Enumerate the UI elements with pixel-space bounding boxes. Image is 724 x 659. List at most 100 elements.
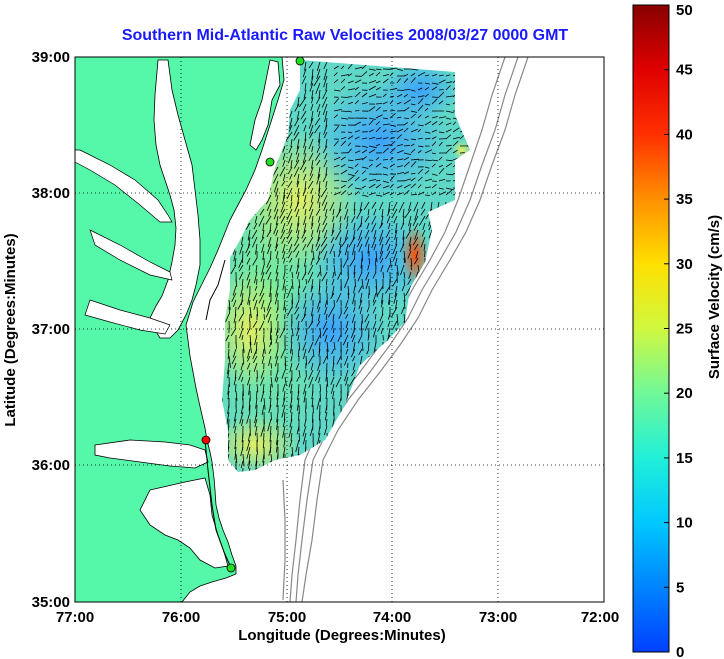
velocity-vector bbox=[311, 243, 314, 253]
velocity-vector bbox=[234, 257, 237, 267]
velocity-vector bbox=[275, 187, 279, 197]
velocity-vector bbox=[403, 93, 408, 98]
velocity-vector bbox=[295, 362, 300, 371]
velocity-vector bbox=[315, 208, 321, 216]
velocity-vector bbox=[375, 121, 380, 126]
colorbar-label: Surface Velocity (cm/s) bbox=[706, 215, 723, 379]
velocity-vector bbox=[315, 82, 321, 95]
velocity-vector bbox=[296, 327, 300, 337]
velocity-vector bbox=[282, 418, 286, 428]
velocity-vector bbox=[438, 91, 445, 98]
velocity-vector bbox=[270, 453, 273, 464]
velocity-vector bbox=[275, 439, 279, 453]
velocity-vector bbox=[323, 201, 328, 211]
velocity-vector bbox=[265, 306, 272, 318]
velocity-vector bbox=[431, 82, 439, 85]
velocity-vector bbox=[337, 271, 342, 280]
velocity-vector bbox=[297, 96, 300, 107]
velocity-vector bbox=[311, 159, 314, 169]
velocity-vector bbox=[424, 93, 429, 98]
velocity-vector bbox=[333, 156, 341, 161]
velocity-vector bbox=[315, 152, 321, 161]
velocity-vector bbox=[279, 208, 286, 219]
velocity-vector bbox=[290, 194, 293, 202]
velocity-vector bbox=[262, 229, 265, 239]
velocity-vector bbox=[387, 208, 391, 217]
velocity-vector bbox=[252, 236, 258, 248]
velocity-vector bbox=[309, 425, 314, 437]
velocity-vector bbox=[445, 147, 452, 154]
velocity-vector bbox=[338, 313, 342, 319]
velocity-vector bbox=[310, 194, 314, 203]
velocity-vector bbox=[276, 418, 279, 430]
velocity-vector bbox=[352, 292, 356, 305]
velocity-vector bbox=[289, 418, 293, 428]
velocity-vector bbox=[247, 292, 251, 305]
velocity-vector bbox=[296, 376, 300, 382]
velocity-vector bbox=[403, 161, 410, 168]
velocity-vector bbox=[312, 439, 314, 448]
velocity-vector bbox=[324, 299, 328, 308]
velocity-vector bbox=[288, 425, 293, 438]
velocity-vector bbox=[318, 180, 321, 192]
velocity-vector bbox=[294, 236, 300, 247]
velocity-vector bbox=[344, 243, 349, 256]
velocity-vector bbox=[382, 101, 388, 105]
velocity-vector bbox=[408, 236, 412, 247]
velocity-vector bbox=[332, 208, 335, 216]
velocity-vector bbox=[303, 89, 307, 99]
velocity-vector bbox=[312, 411, 314, 423]
velocity-vector bbox=[267, 313, 272, 323]
velocity-vector bbox=[267, 271, 272, 280]
velocity-vector bbox=[303, 383, 307, 395]
velocity-vector bbox=[268, 355, 272, 366]
velocity-vector bbox=[290, 411, 293, 422]
velocity-vector bbox=[410, 183, 417, 189]
colorbar-tick-label: 25 bbox=[676, 321, 693, 338]
velocity-vector bbox=[333, 355, 335, 365]
velocity-vector bbox=[270, 250, 272, 259]
velocity-vector bbox=[360, 257, 363, 269]
velocity-vector bbox=[233, 376, 237, 386]
velocity-vector bbox=[371, 222, 377, 233]
velocity-vector bbox=[375, 103, 383, 105]
velocity-vector bbox=[353, 222, 356, 230]
velocity-vector bbox=[375, 137, 382, 140]
velocity-vector bbox=[266, 201, 272, 212]
velocity-vector bbox=[365, 278, 370, 289]
velocity-vector bbox=[231, 292, 237, 302]
velocity-vector bbox=[336, 355, 342, 365]
velocity-vector bbox=[273, 173, 279, 184]
velocity-vector bbox=[364, 215, 370, 223]
velocity-vector bbox=[273, 208, 279, 220]
velocity-vector bbox=[315, 257, 321, 265]
velocity-vector bbox=[259, 320, 265, 331]
velocity-vector bbox=[260, 369, 265, 379]
velocity-vector bbox=[402, 208, 405, 218]
velocity-vector bbox=[417, 191, 425, 196]
velocity-vector bbox=[445, 81, 453, 84]
velocity-vector bbox=[348, 376, 356, 387]
velocity-vector bbox=[375, 179, 381, 182]
velocity-vector bbox=[372, 327, 377, 338]
velocity-vector bbox=[438, 141, 443, 147]
velocity-vector bbox=[404, 208, 412, 219]
velocity-vector bbox=[291, 292, 293, 305]
velocity-vector bbox=[417, 95, 425, 98]
velocity-vector bbox=[382, 74, 390, 77]
velocity-vector bbox=[288, 152, 293, 164]
velocity-vector bbox=[323, 159, 328, 168]
velocity-vector bbox=[398, 201, 405, 213]
velocity-vector bbox=[408, 271, 412, 279]
velocity-vector bbox=[296, 110, 300, 120]
velocity-vector bbox=[343, 306, 349, 315]
velocity-vector bbox=[352, 243, 356, 256]
velocity-vector bbox=[417, 137, 423, 140]
velocity-vector bbox=[282, 250, 286, 260]
velocity-vector bbox=[309, 82, 314, 92]
velocity-vector bbox=[403, 117, 410, 119]
velocity-vector bbox=[408, 215, 412, 227]
velocity-vector bbox=[385, 236, 391, 246]
velocity-vector bbox=[283, 390, 286, 401]
velocity-vector bbox=[311, 390, 314, 400]
